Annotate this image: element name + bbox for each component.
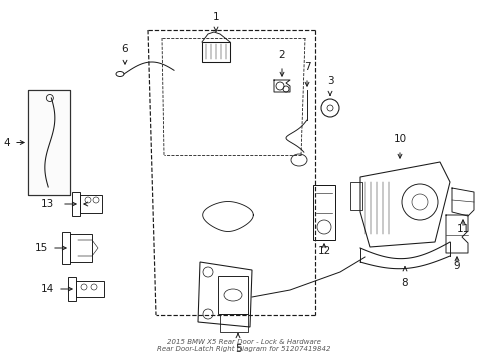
Bar (202, 42, 229, 62)
Text: 1: 1 (212, 12, 219, 22)
Text: 2: 2 (278, 50, 285, 60)
Bar (312, 185, 334, 240)
Text: 14: 14 (41, 284, 54, 294)
Bar (218, 276, 247, 314)
Text: 4: 4 (3, 138, 10, 148)
Text: 9: 9 (453, 261, 459, 271)
Text: 10: 10 (393, 134, 406, 144)
Bar (76, 281, 104, 297)
Text: 5: 5 (234, 344, 241, 354)
Text: 8: 8 (401, 278, 407, 288)
Bar (220, 314, 247, 332)
Text: 13: 13 (41, 199, 54, 209)
Bar (72, 192, 80, 216)
Bar (70, 234, 92, 262)
Text: 6: 6 (122, 44, 128, 54)
Text: 3: 3 (326, 76, 333, 86)
Bar (68, 277, 76, 301)
Bar (80, 195, 102, 213)
Text: 11: 11 (455, 224, 468, 234)
Text: 2015 BMW X5 Rear Door - Lock & Hardware
Rear Door-Latch Right Diagram for 512074: 2015 BMW X5 Rear Door - Lock & Hardware … (157, 339, 330, 352)
Bar (28, 90, 70, 195)
Text: 15: 15 (35, 243, 48, 253)
Bar (28, 90, 70, 195)
Text: 7: 7 (303, 62, 310, 72)
Bar (349, 182, 361, 210)
Text: 12: 12 (317, 246, 330, 256)
Bar (62, 232, 70, 264)
